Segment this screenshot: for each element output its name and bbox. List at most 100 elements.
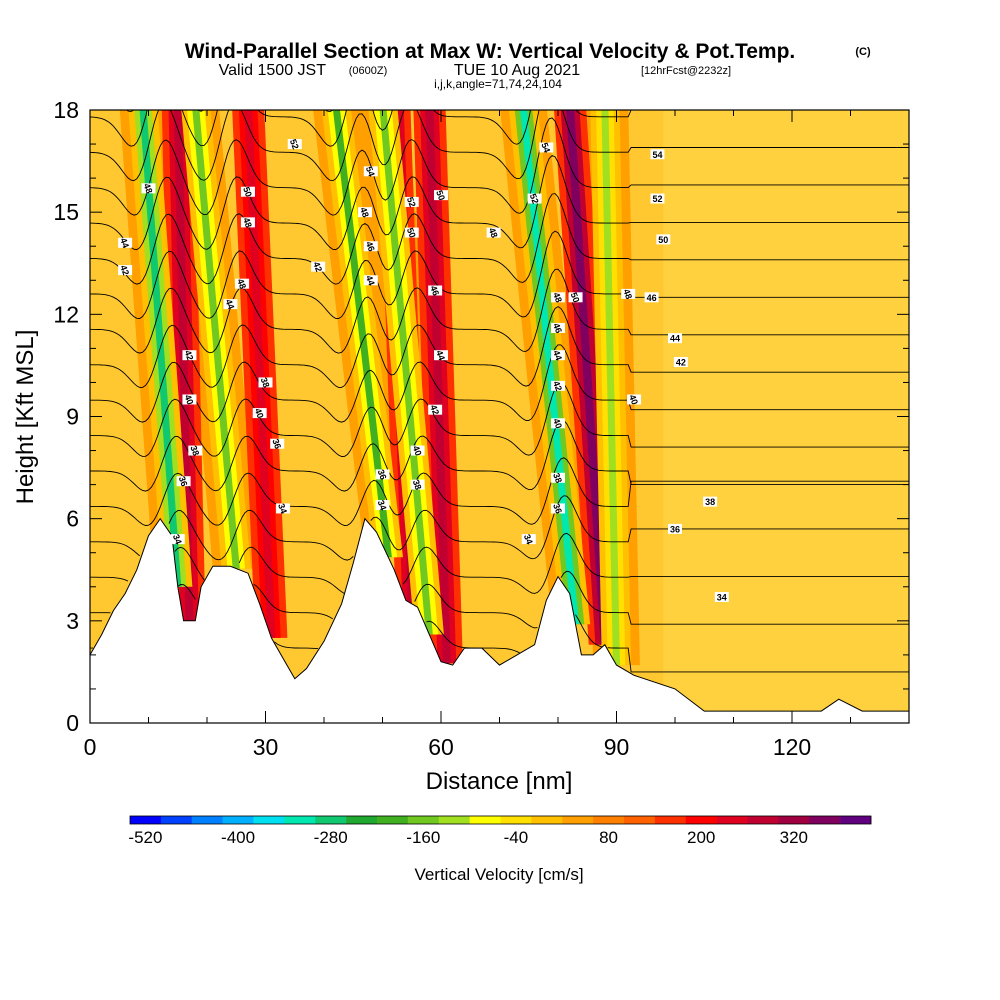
contour-label: 34 xyxy=(521,533,536,546)
svg-text:52: 52 xyxy=(528,192,541,205)
svg-text:50: 50 xyxy=(241,185,254,198)
contour-label: 48 xyxy=(141,182,156,195)
contour-label: 34 xyxy=(375,499,390,512)
contour-label: 46 xyxy=(428,284,443,297)
contour-label: 36 xyxy=(668,523,682,534)
svg-text:48: 48 xyxy=(358,206,371,219)
svg-text:44: 44 xyxy=(224,298,237,311)
chart-subtitle-date: TUE 10 Aug 2021 xyxy=(454,62,580,79)
chart-subtitle-indices: i,j,k,angle=71,74,24,104 xyxy=(434,77,562,91)
colorbar-swatch xyxy=(747,816,779,824)
colorbar-swatch xyxy=(840,816,872,824)
svg-text:46: 46 xyxy=(428,284,441,297)
svg-text:36: 36 xyxy=(177,475,190,488)
contour-label: 52 xyxy=(287,138,302,151)
svg-text:54: 54 xyxy=(364,165,377,178)
y-tick-label: 9 xyxy=(66,404,79,430)
x-tick-label: 0 xyxy=(84,734,97,760)
svg-text:50: 50 xyxy=(569,291,582,304)
contour-label: 34 xyxy=(170,533,185,546)
colorbar-swatch xyxy=(593,816,625,824)
updraft-core-band-1 xyxy=(244,110,276,638)
contour-label: 44 xyxy=(668,333,682,344)
colorbar-tick-label: -40 xyxy=(504,828,529,847)
colorbar: -520 -400 -280 -160 -40 80 200 320 xyxy=(128,815,872,847)
svg-text:54: 54 xyxy=(652,150,662,160)
contour-label: 50 xyxy=(434,189,448,202)
contour-label: 42 xyxy=(673,357,688,368)
chart-subtitle-utc: (0600Z) xyxy=(349,65,388,77)
contour-label: 36 xyxy=(270,437,285,450)
x-axis-label: Distance [nm] xyxy=(426,768,573,795)
svg-text:36: 36 xyxy=(376,468,389,481)
x-tick-label: 60 xyxy=(428,734,454,760)
contour-label: 50 xyxy=(240,185,255,198)
pot-temp-contour-58 xyxy=(90,110,909,182)
contour-label: 50 xyxy=(568,291,583,304)
updraft-core-band-3 xyxy=(425,110,451,664)
svg-text:38: 38 xyxy=(551,472,564,485)
svg-text:48: 48 xyxy=(551,291,564,304)
contour-label: 48 xyxy=(486,226,501,239)
svg-text:44: 44 xyxy=(118,237,131,250)
contour-label: 38 xyxy=(410,478,425,491)
y-tick-label: 6 xyxy=(66,506,79,532)
contour-label: 36 xyxy=(551,502,565,515)
pot-temp-contour-32 xyxy=(90,570,909,629)
contour-label: 52 xyxy=(650,193,665,204)
contour-label: 44 xyxy=(434,349,448,362)
contour-label: 40 xyxy=(252,407,267,420)
svg-text:34: 34 xyxy=(376,499,389,512)
pot-temp-contour-42 xyxy=(90,381,909,457)
svg-text:36: 36 xyxy=(551,502,564,515)
pot-temp-contour-36 xyxy=(90,495,909,561)
contour-label: 40 xyxy=(627,393,642,406)
contour-label: 42 xyxy=(311,260,326,273)
colorbar-swatch xyxy=(624,816,656,824)
downdraft-core-band-3 xyxy=(379,110,433,635)
colorbar-swatch xyxy=(377,816,409,824)
svg-text:44: 44 xyxy=(551,349,564,362)
svg-text:50: 50 xyxy=(405,226,418,239)
svg-text:38: 38 xyxy=(705,497,715,507)
colorbar-title: Vertical Velocity [cm/s] xyxy=(414,865,583,884)
colorbar-swatch xyxy=(809,816,841,824)
pot-temp-contour-52 xyxy=(90,193,909,285)
y-tick-label: 0 xyxy=(66,710,79,736)
colorbar-swatch xyxy=(778,816,810,824)
chart-subtitle-valid: Valid 1500 JST xyxy=(219,62,327,79)
contour-label: 40 xyxy=(551,417,565,430)
svg-text:36: 36 xyxy=(670,524,680,534)
contour-label: 54 xyxy=(650,149,665,160)
contour-label: 46 xyxy=(551,322,565,335)
colorbar-swatch xyxy=(469,816,501,824)
colorbar-tick-label: -520 xyxy=(128,828,162,847)
colorbar-swatch xyxy=(346,816,378,824)
contour-label: 44 xyxy=(363,274,378,287)
contour-label: 36 xyxy=(375,468,390,481)
contour-label: 42 xyxy=(182,349,197,362)
pot-temp-contour-56 xyxy=(90,117,909,216)
colorbar-swatch xyxy=(500,816,532,824)
svg-text:42: 42 xyxy=(311,260,324,273)
svg-text:50: 50 xyxy=(658,235,668,245)
colorbar-swatch xyxy=(438,816,470,824)
contour-label: 34 xyxy=(276,502,291,515)
svg-text:44: 44 xyxy=(670,334,680,344)
contour-label: 44 xyxy=(118,237,133,250)
svg-text:38: 38 xyxy=(259,376,272,389)
colorbar-frame xyxy=(129,815,872,825)
weak-flow-region xyxy=(663,110,909,723)
svg-text:38: 38 xyxy=(188,444,201,457)
colorbar-swatch xyxy=(531,816,563,824)
contour-label: 38 xyxy=(188,444,203,457)
updraft-core-band-0 xyxy=(173,110,194,621)
contour-label: 46 xyxy=(644,292,659,303)
contour-label: 48 xyxy=(235,277,250,290)
contour-label: 48 xyxy=(621,288,636,300)
contour-label: 50 xyxy=(404,226,419,239)
x-tick-label: 90 xyxy=(604,734,630,760)
svg-text:42: 42 xyxy=(428,403,441,416)
svg-text:34: 34 xyxy=(717,592,727,602)
